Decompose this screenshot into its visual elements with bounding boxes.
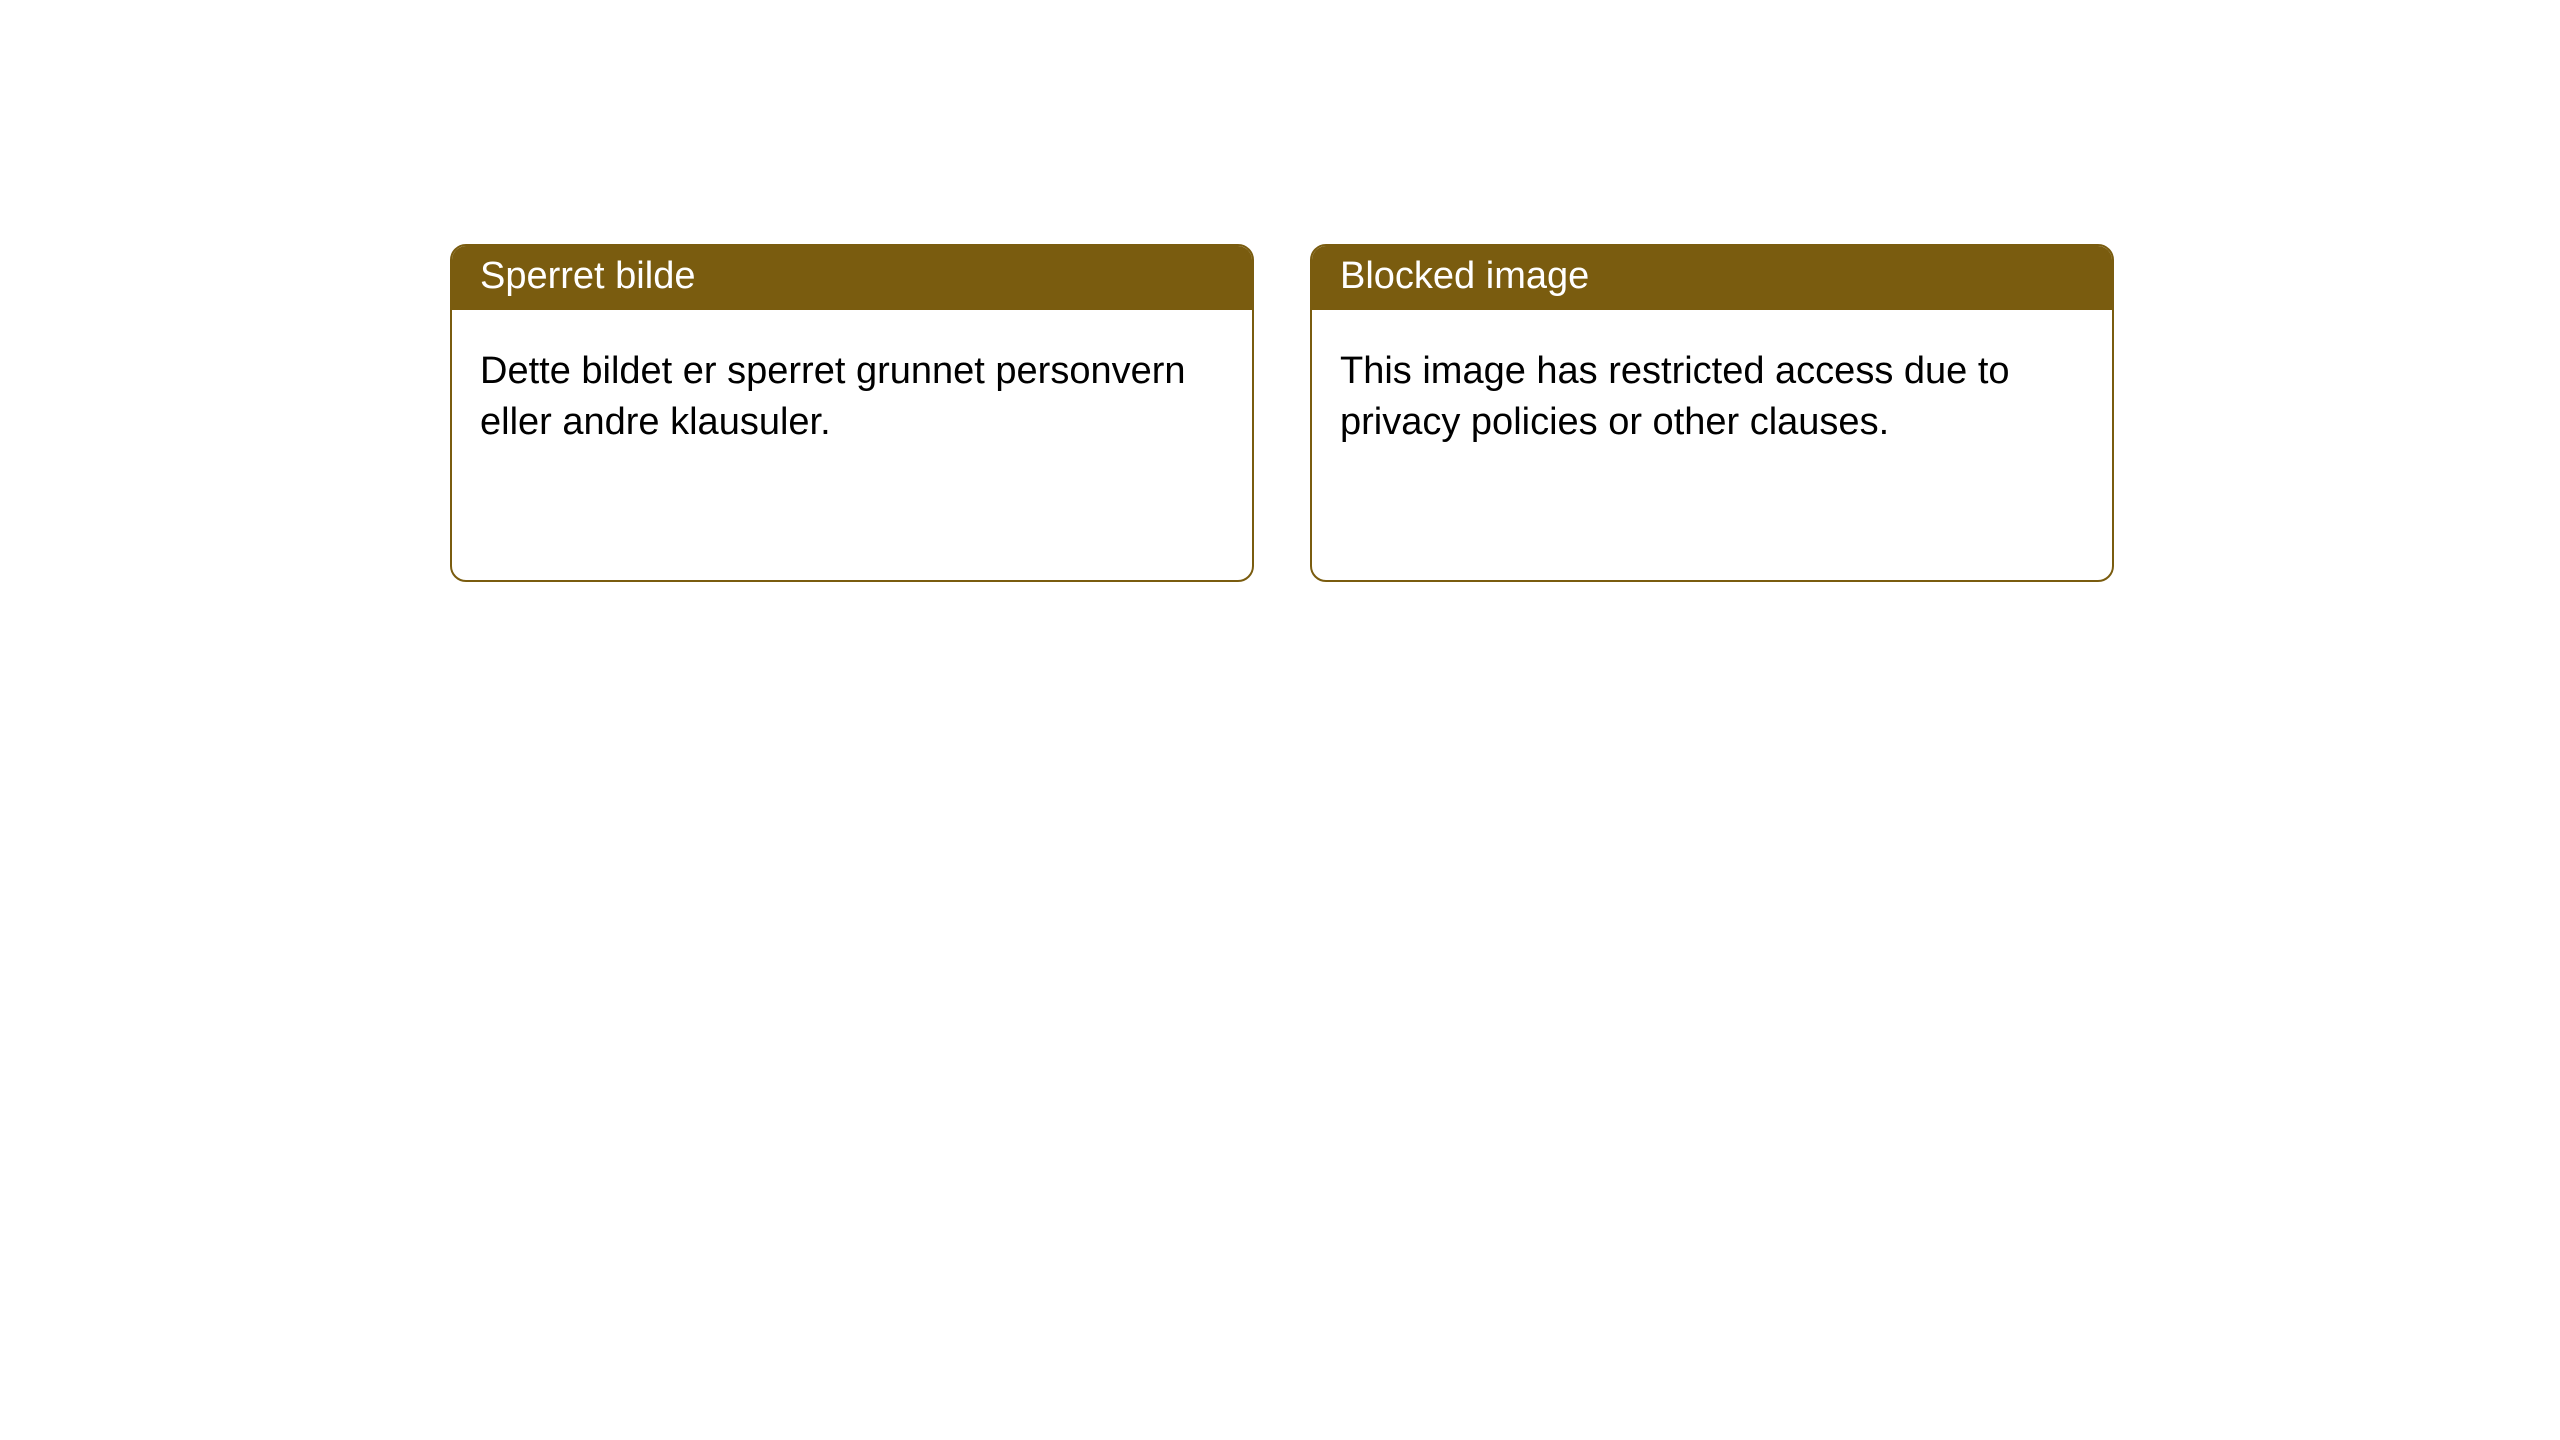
blocked-image-card-en: Blocked image This image has restricted … xyxy=(1310,244,2114,582)
blocked-image-card-no: Sperret bilde Dette bildet er sperret gr… xyxy=(450,244,1254,582)
card-container: Sperret bilde Dette bildet er sperret gr… xyxy=(0,0,2560,582)
card-body-en: This image has restricted access due to … xyxy=(1312,310,2112,580)
card-header-no: Sperret bilde xyxy=(452,246,1252,310)
card-header-en: Blocked image xyxy=(1312,246,2112,310)
card-body-no: Dette bildet er sperret grunnet personve… xyxy=(452,310,1252,580)
